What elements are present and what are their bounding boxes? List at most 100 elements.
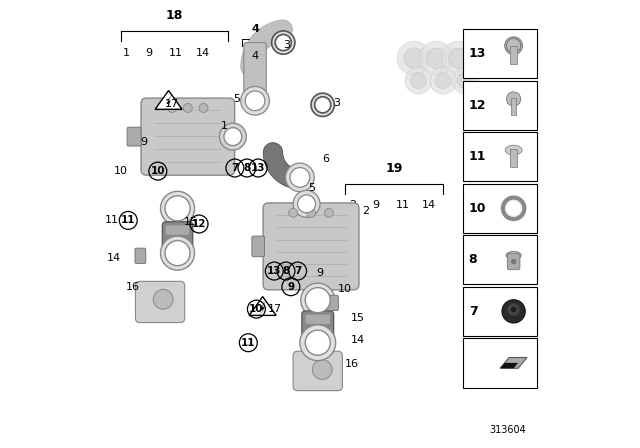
- Circle shape: [220, 123, 246, 150]
- Circle shape: [315, 97, 331, 113]
- Circle shape: [161, 191, 195, 225]
- Circle shape: [298, 195, 316, 213]
- Circle shape: [397, 41, 431, 75]
- Circle shape: [311, 93, 334, 116]
- Circle shape: [271, 31, 295, 54]
- FancyBboxPatch shape: [463, 29, 538, 78]
- Circle shape: [154, 289, 173, 309]
- Circle shape: [285, 163, 314, 192]
- Text: 5: 5: [308, 183, 316, 193]
- Circle shape: [312, 360, 332, 379]
- Text: 19: 19: [385, 162, 403, 175]
- Text: 3: 3: [333, 98, 340, 108]
- Text: 14: 14: [106, 253, 120, 263]
- Text: 15: 15: [184, 217, 198, 227]
- Circle shape: [449, 48, 469, 69]
- Circle shape: [224, 128, 242, 146]
- Text: 13: 13: [267, 266, 282, 276]
- Polygon shape: [155, 90, 182, 109]
- Polygon shape: [500, 363, 518, 368]
- Circle shape: [293, 190, 320, 217]
- FancyBboxPatch shape: [463, 287, 538, 336]
- Polygon shape: [165, 94, 172, 110]
- Circle shape: [506, 92, 521, 106]
- Text: 7: 7: [468, 305, 477, 318]
- Circle shape: [430, 67, 456, 94]
- FancyBboxPatch shape: [511, 98, 516, 115]
- FancyBboxPatch shape: [141, 98, 235, 175]
- Circle shape: [410, 73, 427, 89]
- Text: 2: 2: [362, 206, 370, 215]
- Circle shape: [506, 201, 521, 215]
- Text: 4: 4: [251, 24, 259, 34]
- Circle shape: [404, 48, 424, 69]
- FancyBboxPatch shape: [463, 338, 538, 388]
- FancyBboxPatch shape: [328, 295, 339, 310]
- Text: 10: 10: [338, 284, 352, 294]
- Text: 11: 11: [468, 150, 486, 164]
- Circle shape: [502, 300, 525, 323]
- Text: 17: 17: [268, 304, 282, 314]
- FancyBboxPatch shape: [293, 351, 342, 391]
- FancyBboxPatch shape: [302, 311, 333, 345]
- Text: 17: 17: [164, 99, 179, 109]
- FancyBboxPatch shape: [463, 184, 538, 233]
- FancyBboxPatch shape: [252, 236, 264, 257]
- Circle shape: [301, 283, 335, 317]
- Text: 13: 13: [251, 163, 266, 173]
- Text: 7: 7: [231, 163, 239, 173]
- FancyBboxPatch shape: [305, 314, 330, 324]
- Text: 9: 9: [145, 48, 152, 58]
- FancyBboxPatch shape: [263, 203, 359, 290]
- Text: 9: 9: [287, 282, 294, 292]
- Ellipse shape: [505, 145, 522, 155]
- Circle shape: [275, 34, 291, 51]
- Circle shape: [426, 48, 447, 69]
- FancyBboxPatch shape: [135, 248, 146, 263]
- Circle shape: [165, 241, 190, 266]
- Text: 14: 14: [351, 336, 365, 345]
- Text: 11: 11: [169, 48, 183, 58]
- Text: 10: 10: [150, 166, 165, 176]
- Circle shape: [503, 198, 524, 219]
- Text: 16: 16: [126, 282, 140, 292]
- Circle shape: [506, 39, 521, 53]
- Circle shape: [305, 288, 330, 313]
- Circle shape: [505, 37, 523, 55]
- Text: 8: 8: [468, 253, 477, 267]
- Text: 9: 9: [140, 138, 147, 147]
- Circle shape: [508, 303, 520, 316]
- Ellipse shape: [506, 251, 521, 259]
- Text: 7: 7: [294, 266, 301, 276]
- Text: 11: 11: [396, 200, 410, 210]
- Circle shape: [405, 67, 432, 94]
- Text: 6: 6: [323, 154, 329, 164]
- Circle shape: [442, 41, 476, 75]
- Text: 1: 1: [221, 121, 228, 131]
- Circle shape: [161, 236, 195, 270]
- Text: 14: 14: [421, 200, 435, 210]
- FancyBboxPatch shape: [463, 81, 538, 130]
- Text: 12: 12: [192, 219, 206, 229]
- Text: 9: 9: [316, 268, 324, 278]
- Text: 2: 2: [349, 200, 356, 210]
- Text: 12: 12: [468, 99, 486, 112]
- FancyBboxPatch shape: [163, 222, 193, 255]
- Circle shape: [511, 259, 516, 264]
- Circle shape: [458, 73, 474, 89]
- Polygon shape: [249, 297, 276, 315]
- Circle shape: [305, 330, 330, 355]
- FancyBboxPatch shape: [511, 149, 516, 167]
- Circle shape: [300, 325, 336, 361]
- Circle shape: [435, 73, 451, 89]
- Text: 8: 8: [243, 163, 251, 173]
- Polygon shape: [259, 300, 266, 316]
- FancyBboxPatch shape: [511, 46, 516, 64]
- Text: 313604: 313604: [489, 426, 525, 435]
- FancyBboxPatch shape: [244, 43, 266, 101]
- Text: 14: 14: [196, 48, 210, 58]
- Text: 3: 3: [283, 40, 290, 50]
- Circle shape: [419, 41, 454, 75]
- Circle shape: [511, 307, 516, 312]
- Circle shape: [199, 103, 208, 112]
